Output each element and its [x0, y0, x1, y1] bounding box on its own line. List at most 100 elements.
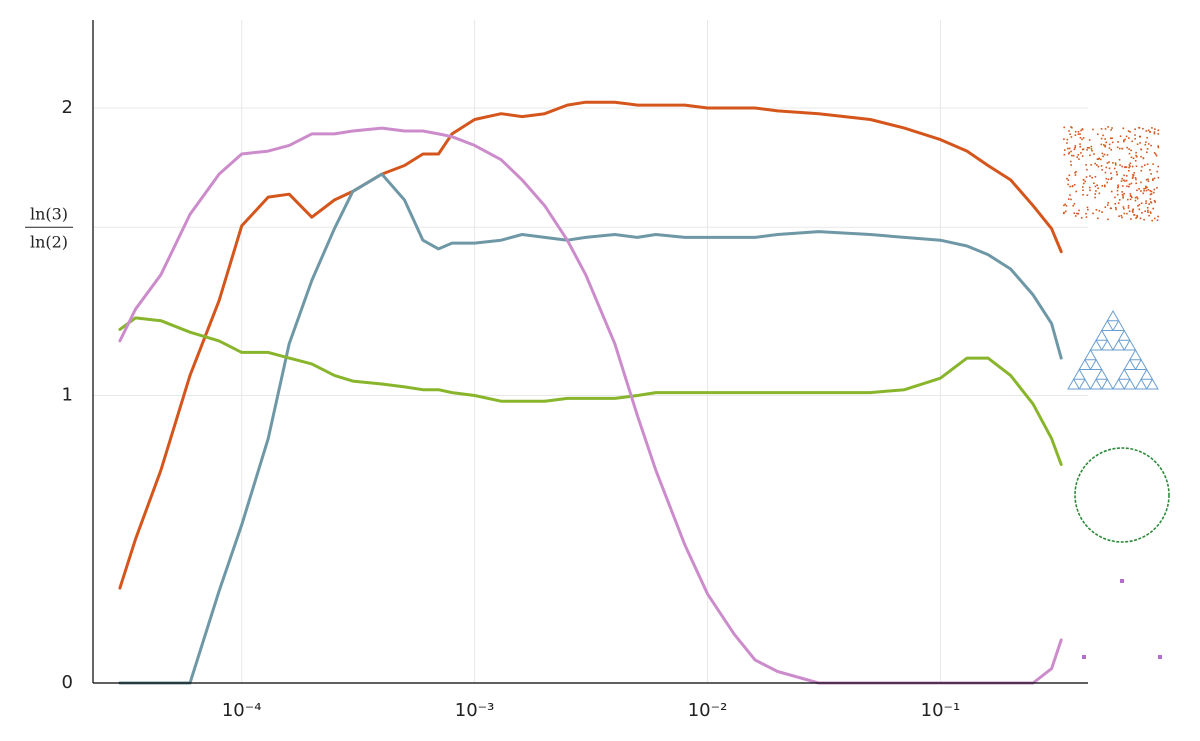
thumb-dot — [1108, 167, 1111, 170]
thumb-dot — [1086, 194, 1089, 197]
thumb-dot — [1073, 203, 1076, 205]
thumb-dot — [1079, 145, 1082, 148]
thumb-dot — [1096, 184, 1098, 187]
thumb-dot — [1068, 152, 1070, 155]
thumb-dot — [1134, 138, 1136, 140]
thumb-dot — [1125, 135, 1128, 138]
thumb-dot — [1127, 205, 1130, 207]
thumb-dot — [1145, 189, 1148, 192]
thumb-dot — [1111, 127, 1113, 129]
thumb-dot — [1067, 198, 1070, 200]
thumb-dot — [1073, 183, 1076, 186]
thumb-dot — [1089, 189, 1091, 192]
thumb-dot — [1068, 174, 1071, 177]
thumb-dot — [1157, 165, 1160, 168]
thumb-dot — [1108, 143, 1111, 146]
thumb-dot — [1063, 149, 1066, 151]
series-line — [118, 100, 1063, 590]
thumb-dot — [1128, 183, 1131, 186]
thumb-dot — [1132, 174, 1135, 176]
thumb-dot — [1118, 147, 1121, 150]
thumb-dot — [1136, 216, 1138, 219]
thumb-dot — [1080, 152, 1082, 154]
thumb-dot — [1094, 196, 1096, 199]
thumb-dot — [1147, 178, 1149, 181]
thumb-dot — [1079, 136, 1082, 139]
thumb-dot — [1073, 212, 1076, 214]
thumb-dot — [1135, 182, 1137, 185]
thumb-triangle — [1117, 368, 1131, 380]
thumb-dot — [1130, 156, 1133, 159]
thumb-dot — [1121, 216, 1123, 219]
thumb-dot — [1154, 201, 1157, 203]
thumb-dot — [1074, 145, 1077, 147]
thumb-dot — [1089, 154, 1091, 157]
thumb-triangle — [1123, 339, 1137, 351]
thumb-dot — [1146, 136, 1148, 139]
thumb-dot — [1067, 179, 1070, 181]
thumb-dot — [1097, 187, 1099, 190]
thumb-dot — [1097, 158, 1100, 160]
thumb-dot — [1094, 193, 1097, 195]
thumb-dot — [1088, 186, 1091, 189]
thumb-dot — [1156, 186, 1158, 189]
thumb-dot — [1127, 198, 1129, 201]
thumb-dot — [1102, 155, 1104, 158]
thumb-dot — [1100, 128, 1103, 130]
thumb-dot — [1128, 137, 1130, 139]
thumb-dot — [1067, 147, 1069, 150]
series-line — [118, 316, 1063, 466]
thumb-dot — [1131, 140, 1133, 143]
thumb-dot — [1119, 164, 1121, 166]
thumb-dot — [1145, 200, 1147, 202]
thumb-dot — [1094, 162, 1097, 165]
thumb-dot — [1144, 164, 1146, 166]
thumb-dot — [1072, 154, 1075, 157]
thumb-dot — [1114, 196, 1116, 199]
thumb-dot — [1104, 145, 1106, 148]
thumb-dot — [1067, 183, 1069, 186]
thumb-dot — [1157, 215, 1159, 218]
thumb-dot — [1120, 214, 1123, 217]
y-tick-label: 2 — [62, 97, 73, 118]
thumb-dot — [1116, 189, 1119, 192]
thumb-dot — [1100, 143, 1103, 146]
thumb-dot — [1093, 182, 1095, 185]
thumb-dot — [1133, 171, 1136, 174]
thumb-dot — [1064, 203, 1066, 206]
thumb-dot — [1125, 179, 1128, 182]
thumb-dot — [1104, 206, 1107, 208]
thumb-dot — [1101, 152, 1104, 155]
thumb-dot — [1118, 158, 1121, 161]
thumb-dot — [1063, 153, 1066, 156]
thumb-dot — [1148, 214, 1150, 217]
thumb-dot — [1149, 193, 1152, 196]
thumb-dot — [1115, 208, 1117, 211]
thumb-dot — [1157, 176, 1160, 179]
thumb-dot — [1116, 186, 1119, 189]
thumb-dot — [1081, 138, 1083, 141]
thumb-dot — [1131, 177, 1134, 179]
thumb-dot — [1097, 217, 1099, 220]
thumb-dot — [1070, 198, 1072, 201]
thumb-dot — [1135, 154, 1137, 157]
thumb-dot — [1077, 130, 1080, 133]
thumb-dot — [1077, 133, 1080, 135]
thumb-dot — [1152, 178, 1154, 180]
thumb-dot — [1090, 148, 1093, 150]
thumb-dot — [1128, 185, 1130, 188]
thumb-dot — [1151, 219, 1153, 222]
thumb-dot — [1070, 136, 1073, 138]
thumb-dot — [1066, 138, 1069, 141]
thumb-dot — [1138, 203, 1141, 206]
thumb-dot — [1069, 185, 1071, 188]
thumb-dot — [1110, 129, 1112, 131]
thumb-dot — [1108, 147, 1111, 149]
thumb-dot — [1136, 189, 1138, 192]
thumb-dot — [1139, 135, 1142, 138]
thumb-dot — [1157, 129, 1160, 132]
thumb-triangle — [1117, 329, 1131, 341]
lines — [118, 100, 1063, 685]
thumb-dot — [1146, 186, 1148, 189]
thumb-dot — [1086, 168, 1088, 171]
